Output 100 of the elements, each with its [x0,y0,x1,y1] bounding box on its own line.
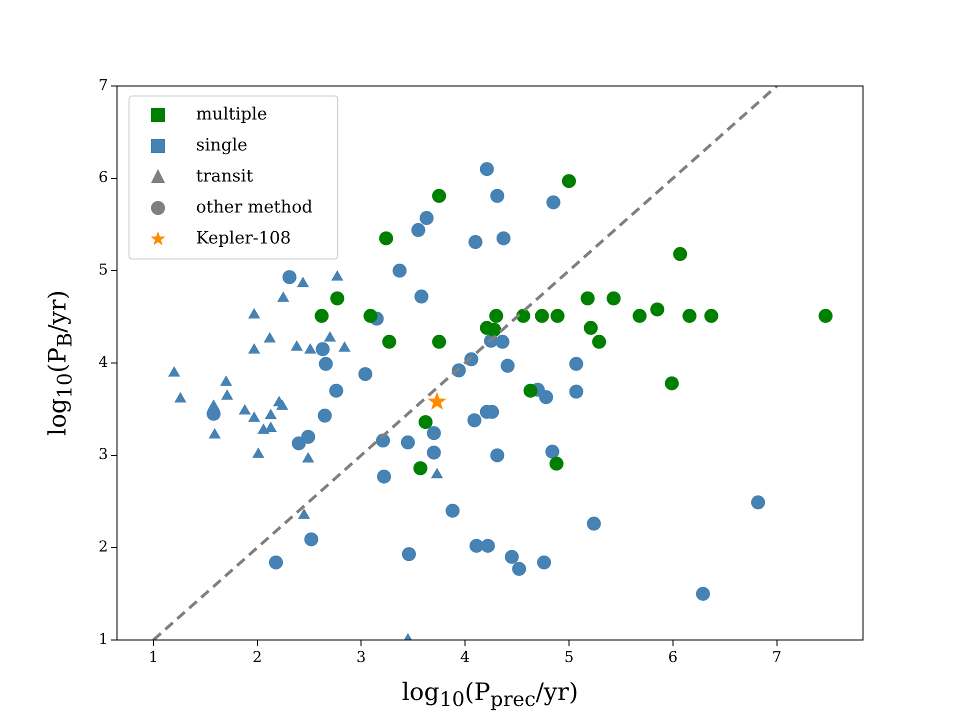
legend-label: multiple [196,104,268,124]
point [546,195,560,210]
point [304,532,318,546]
point [282,270,296,284]
point [430,468,444,478]
point [382,334,396,349]
point [586,516,601,531]
legend-label: Kepler-108 [196,228,292,248]
x-tick-label: 4 [460,648,470,666]
point [304,343,316,354]
point [569,384,584,399]
point [496,231,511,246]
point [467,413,482,428]
point [314,308,329,323]
point [495,334,510,349]
point [468,235,482,250]
point [550,308,565,323]
point [664,376,679,390]
point [480,162,494,176]
point [432,334,446,349]
point [418,415,433,430]
x-tick-label: 3 [356,648,366,666]
point [534,308,549,323]
point [696,586,710,601]
point [446,504,460,518]
point [379,231,394,246]
point [238,404,251,415]
point [580,291,595,306]
point [268,555,283,570]
point [549,456,564,471]
point [504,550,519,564]
point [221,389,234,400]
point [524,384,538,398]
point [296,276,310,288]
x-tick-label: 6 [668,648,678,666]
point [338,341,351,352]
x-tick-label: 7 [772,648,782,666]
point [428,392,446,410]
point [426,426,441,440]
point [539,390,554,404]
point [500,358,515,373]
point [331,270,344,281]
legend-label: other method [196,197,313,218]
point [301,430,316,444]
point [248,343,260,354]
point [316,342,330,356]
y-tick-label: 3 [98,445,108,464]
point [318,356,333,371]
point [751,495,766,510]
point [377,470,392,484]
point [402,547,416,562]
point [562,174,576,188]
point [413,461,428,476]
point [324,331,336,342]
point [490,188,504,203]
point [411,223,426,238]
point [329,384,344,398]
point [174,392,186,403]
point [650,302,664,316]
point [606,291,621,306]
point [426,446,441,460]
point [432,188,446,203]
point [208,428,221,439]
y-tick-label: 4 [98,352,108,371]
y-tick-label: 1 [98,630,108,648]
x-tick-label: 2 [252,648,262,666]
point [673,247,688,262]
point [512,562,526,576]
point [414,290,428,304]
y-tick-label: 7 [98,76,108,94]
point [545,444,560,459]
point [682,308,696,323]
point [358,367,372,382]
point [302,452,314,463]
point [632,308,647,323]
point [480,538,495,553]
y-tick-label: 6 [98,168,108,186]
y-tick-label: 2 [98,538,108,556]
point [264,408,277,420]
legend-label: transit [196,166,254,186]
point [569,356,584,371]
point [537,555,552,570]
point [392,264,407,278]
point [330,291,344,306]
y-tick-label: 5 [98,260,108,279]
point [318,408,332,423]
legend-label: single [196,135,248,156]
x-axis-title: log$_{10}$(P$_{prec}$/yr) [402,678,578,711]
point [400,435,415,450]
x-tick-label: 1 [148,648,158,666]
point [364,308,378,323]
point [420,211,434,226]
point [292,436,306,450]
point [469,538,484,553]
point [592,334,606,349]
point [490,448,504,462]
x-tick-label: 5 [564,648,574,666]
point [704,308,718,323]
point [818,308,833,323]
point [584,320,598,335]
